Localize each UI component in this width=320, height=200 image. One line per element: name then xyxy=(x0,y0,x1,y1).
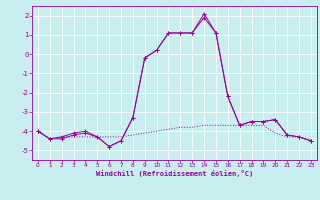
X-axis label: Windchill (Refroidissement éolien,°C): Windchill (Refroidissement éolien,°C) xyxy=(96,170,253,177)
